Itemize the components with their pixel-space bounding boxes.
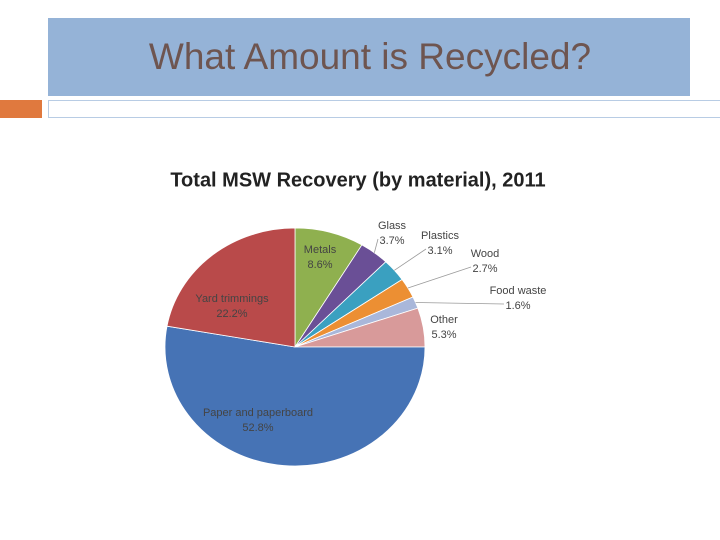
- slice-name: Glass: [378, 220, 407, 232]
- slide-title: What Amount is Recycled?: [149, 36, 591, 77]
- slice-value-label: 8.6%: [307, 259, 332, 271]
- slice-value-label: 2.7%: [472, 263, 497, 275]
- leader-line: [373, 238, 379, 253]
- slice-name: Other: [430, 314, 458, 326]
- slice-name: Paper and paperboard: [203, 407, 313, 419]
- pie-slice: [166, 227, 296, 348]
- slice-name: Plastics: [421, 230, 459, 242]
- title-bar: [48, 18, 690, 96]
- accent-square: [0, 100, 42, 118]
- slice-value-label: 3.1%: [427, 245, 452, 257]
- slice-value-label: 5.3%: [431, 329, 456, 341]
- pie-slice: [164, 325, 426, 467]
- leader-line: [394, 248, 427, 271]
- slice-value-label: 1.6%: [505, 300, 530, 312]
- slice-name: Yard trimmings: [195, 293, 269, 305]
- accent-band: [48, 100, 720, 118]
- slice-value-label: 22.2%: [216, 308, 247, 320]
- slice-name: Wood: [471, 248, 500, 260]
- leader-line: [407, 266, 472, 289]
- slice-value-label: 52.8%: [242, 422, 273, 434]
- leader-line: [415, 302, 505, 305]
- slice-value-label: 3.7%: [379, 235, 404, 247]
- slice-name: Metals: [304, 244, 337, 256]
- chart-title: Total MSW Recovery (by material), 2011: [170, 169, 545, 191]
- slice-name: Food waste: [490, 285, 547, 297]
